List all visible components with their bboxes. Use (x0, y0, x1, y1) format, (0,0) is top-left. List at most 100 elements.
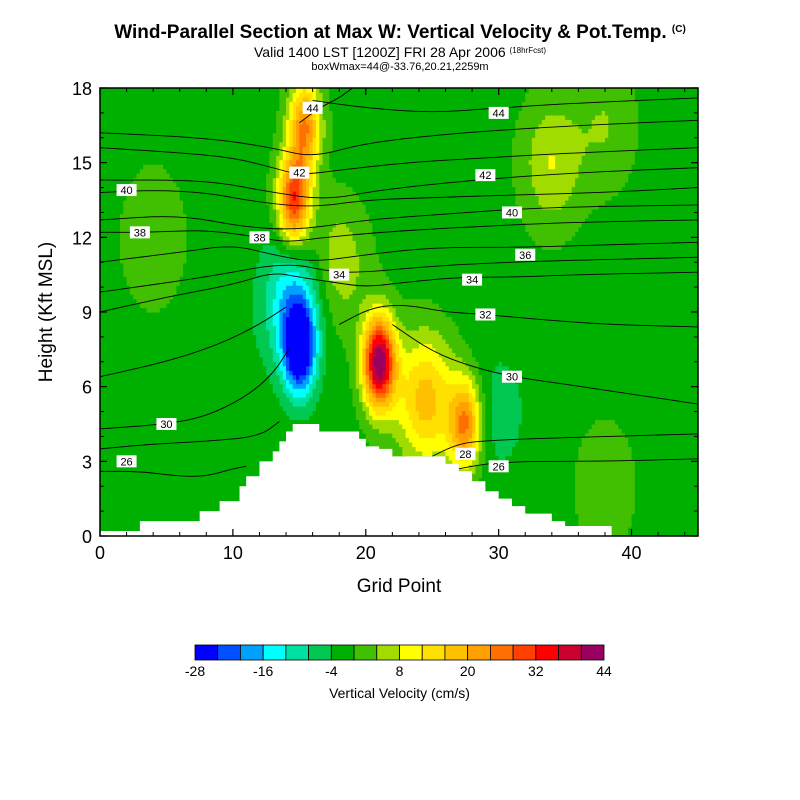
velocity-cell (139, 253, 144, 259)
velocity-cell (103, 437, 108, 443)
velocity-cell (133, 504, 138, 510)
velocity-cell (133, 495, 138, 501)
velocity-cell (103, 334, 108, 340)
velocity-cell (103, 527, 108, 533)
velocity-cell (123, 397, 128, 403)
velocity-cell (129, 307, 134, 313)
velocity-cell (113, 338, 118, 344)
velocity-cell (143, 173, 148, 179)
velocity-cell (126, 92, 131, 98)
velocity-cell (113, 513, 118, 519)
velocity-cell (143, 491, 148, 497)
velocity-cell (109, 105, 114, 111)
velocity-cell (109, 432, 114, 439)
velocity-cell (113, 388, 118, 394)
velocity-cell (133, 128, 138, 134)
velocity-cell (100, 204, 104, 210)
velocity-cell (100, 527, 104, 533)
velocity-cell (106, 450, 111, 456)
velocity-cell (109, 137, 114, 143)
velocity-cell (146, 271, 151, 277)
velocity-cell (136, 320, 141, 327)
velocity-cell (116, 415, 121, 421)
velocity-cell (143, 361, 148, 367)
velocity-cell (143, 518, 148, 524)
velocity-cell (100, 213, 104, 219)
velocity-cell (116, 222, 121, 228)
velocity-cell (139, 96, 144, 103)
velocity-cell (106, 155, 111, 161)
velocity-cell (103, 500, 108, 506)
velocity-cell (136, 518, 141, 524)
velocity-cell (119, 217, 124, 223)
velocity-cell (139, 114, 144, 120)
velocity-cell (109, 289, 114, 295)
velocity-cell (139, 468, 144, 474)
velocity-cell (129, 338, 134, 344)
velocity-cell (109, 477, 114, 483)
velocity-cell (139, 137, 144, 143)
velocity-cell (113, 401, 118, 407)
velocity-cell (103, 235, 108, 241)
velocity-cell (129, 150, 134, 156)
velocity-cell (119, 406, 124, 412)
velocity-cell (116, 285, 121, 291)
velocity-cell (113, 208, 118, 215)
velocity-cell (126, 365, 131, 371)
velocity-cell (103, 518, 108, 524)
velocity-cell (136, 182, 141, 188)
velocity-cell (139, 186, 144, 192)
velocity-cell (126, 415, 131, 421)
velocity-cell (100, 361, 104, 367)
velocity-cell (100, 370, 104, 376)
velocity-cell (113, 267, 118, 273)
velocity-cell (129, 527, 134, 533)
velocity-cell (100, 303, 104, 309)
velocity-cell (106, 110, 111, 116)
velocity-cell (119, 294, 124, 300)
velocity-cell (119, 482, 124, 488)
velocity-cell (126, 132, 131, 138)
velocity-cell (139, 159, 144, 165)
velocity-cell (113, 200, 118, 206)
velocity-cell (136, 495, 141, 501)
velocity-cell (116, 374, 121, 380)
velocity-cell (129, 132, 134, 138)
velocity-cell (136, 191, 141, 197)
velocity-cell (116, 397, 121, 403)
velocity-cell (119, 249, 124, 255)
velocity-cell (123, 486, 128, 492)
velocity-cell (106, 455, 111, 461)
velocity-cell (109, 509, 114, 515)
velocity-cell (103, 285, 108, 291)
velocity-cell (126, 110, 131, 116)
velocity-cell (143, 258, 148, 264)
velocity-cell (119, 527, 124, 533)
velocity-cell (136, 491, 141, 497)
velocity-cell (123, 235, 128, 241)
velocity-cell (133, 370, 138, 376)
velocity-cell (143, 320, 148, 327)
velocity-cell (126, 294, 131, 300)
velocity-cell (126, 173, 131, 179)
velocity-cell (116, 200, 121, 206)
velocity-cell (139, 428, 144, 434)
velocity-cell (113, 137, 118, 143)
velocity-cell (129, 432, 134, 439)
velocity-cell (103, 164, 108, 170)
velocity-cell (109, 334, 114, 340)
velocity-cell (103, 141, 108, 147)
velocity-cell (103, 374, 108, 380)
velocity-cell (123, 271, 128, 277)
velocity-cell (133, 294, 138, 300)
velocity-cell (126, 379, 131, 385)
velocity-cell (119, 338, 124, 344)
velocity-cell (100, 150, 104, 156)
velocity-cell (139, 208, 144, 215)
velocity-cell (143, 159, 148, 165)
velocity-cell (123, 244, 128, 250)
velocity-cell (106, 271, 111, 277)
velocity-cell (119, 312, 124, 318)
velocity-cell (123, 253, 128, 259)
velocity-cell (106, 132, 111, 138)
